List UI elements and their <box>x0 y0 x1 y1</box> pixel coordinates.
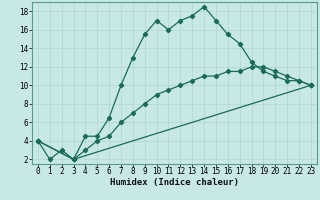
X-axis label: Humidex (Indice chaleur): Humidex (Indice chaleur) <box>110 178 239 187</box>
